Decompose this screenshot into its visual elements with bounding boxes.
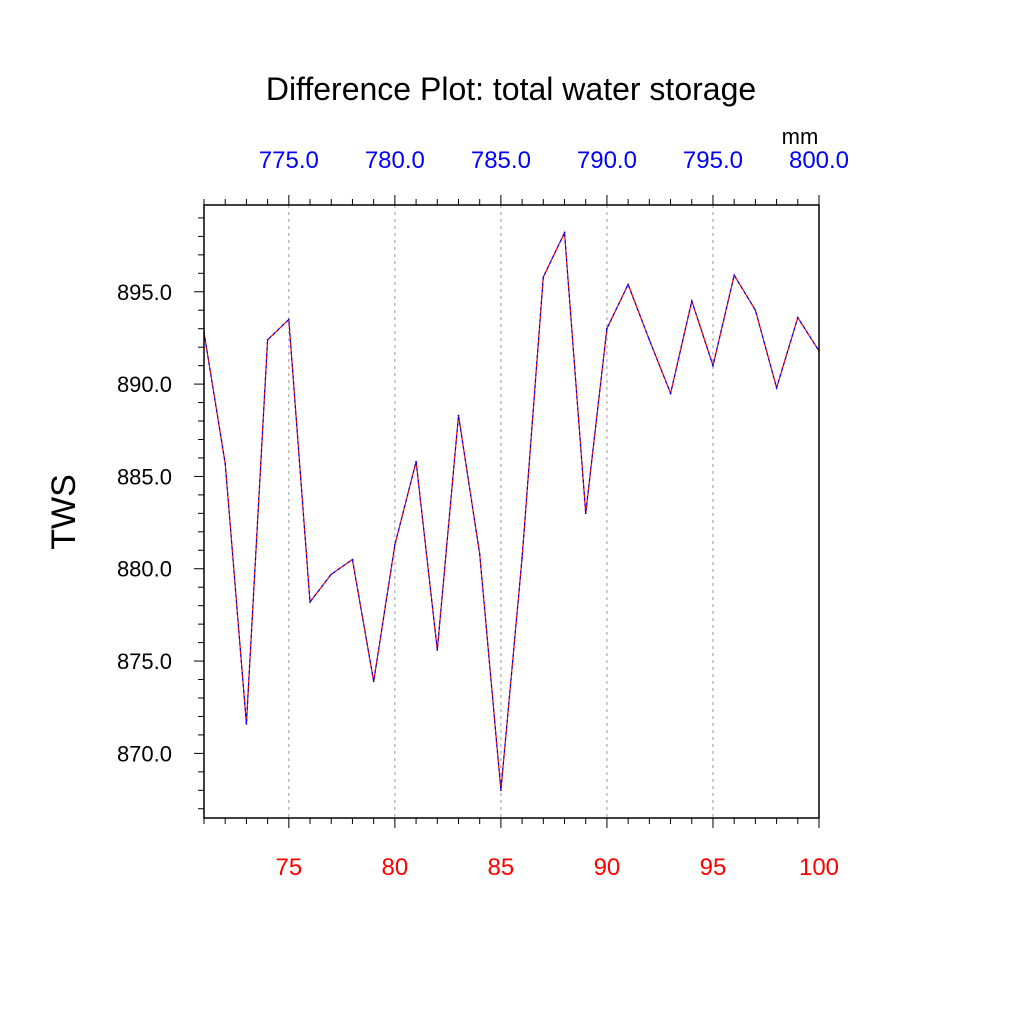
- series-blue-point: [563, 231, 566, 234]
- y-tick-label: 890.0: [117, 372, 172, 397]
- series-lines: [203, 230, 820, 792]
- series-blue-point: [690, 300, 693, 302]
- series-blue-point: [266, 338, 269, 341]
- x-tick-label-bottom: 75: [275, 854, 302, 881]
- series-blue-point: [288, 318, 290, 321]
- series-blue-point: [478, 553, 481, 555]
- series-blue-point: [436, 649, 439, 651]
- series-blue-point: [394, 543, 396, 546]
- series-blue-point: [754, 309, 757, 312]
- series-blue-point: [457, 414, 460, 417]
- x-tick-label-bottom: 85: [488, 854, 515, 881]
- chart-title: Difference Plot: total water storage: [266, 71, 756, 107]
- y-tick-label: 875.0: [117, 649, 172, 674]
- x-tick-label-top: 790.0: [577, 147, 637, 174]
- x-tick-label-bottom: 100: [799, 854, 839, 881]
- series-blue-point: [712, 364, 714, 367]
- series-blue-point: [415, 460, 417, 463]
- x-tick-label-bottom: 80: [382, 854, 409, 881]
- series-blue-point: [542, 276, 545, 278]
- y-tick-label: 870.0: [117, 741, 172, 766]
- units-label: mm: [782, 124, 819, 149]
- series-blue-point: [372, 680, 375, 683]
- grid-lines: [288, 205, 714, 818]
- y-tick-label: 880.0: [117, 557, 172, 582]
- y-axis-label: TWS: [45, 474, 83, 550]
- series-blue-point: [521, 556, 523, 559]
- y-tick-label: 885.0: [117, 464, 172, 489]
- x-tick-label-top: 795.0: [683, 147, 743, 174]
- series-blue-point: [245, 723, 248, 725]
- series-blue-point: [775, 386, 778, 389]
- series-blue-point: [224, 462, 227, 465]
- plot-frame: [203, 204, 820, 819]
- series-blue: [203, 230, 820, 791]
- series-blue-point: [796, 316, 799, 319]
- series-blue-point: [351, 558, 354, 561]
- x-tick-label-bottom: 90: [594, 854, 621, 881]
- series-blue-point: [330, 573, 333, 576]
- series-blue-point: [733, 274, 735, 276]
- series-blue-point: [309, 601, 311, 603]
- x-tick-label-top: 775.0: [259, 147, 319, 174]
- tick-labels: 75 80 85 90 95 100 775.0 780.0 785.0 790.0 795.0 80…: [117, 147, 849, 881]
- series-blue-point: [648, 338, 651, 341]
- series-blue-point: [669, 392, 672, 395]
- x-tick-label-top: 780.0: [365, 147, 425, 174]
- series-blue-point: [627, 283, 629, 286]
- x-tick-label-bottom: 95: [700, 854, 727, 881]
- series-blue-point: [584, 512, 587, 515]
- x-tick-label-top: 800.0: [789, 147, 849, 174]
- series-blue-point: [606, 327, 608, 330]
- axis-ticks: [194, 195, 820, 828]
- series-blue-point: [500, 789, 502, 792]
- x-tick-label-top: 785.0: [471, 147, 531, 174]
- y-tick-label: 895.0: [117, 280, 172, 305]
- series-red: [203, 230, 820, 791]
